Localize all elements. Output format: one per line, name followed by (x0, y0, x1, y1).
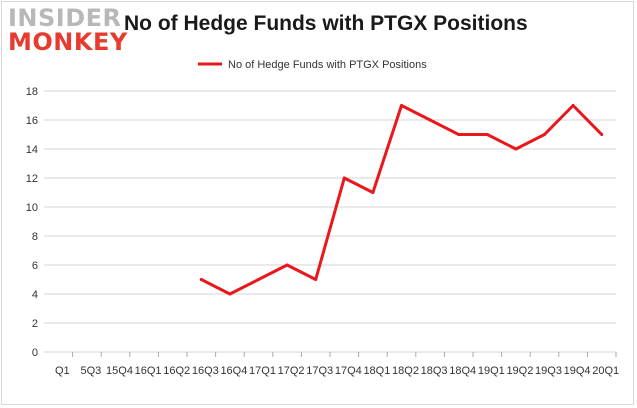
x-tick-label: 18Q1 (363, 365, 390, 377)
chart-title: No of Hedge Funds with PTGX Positions (124, 12, 528, 35)
data-point (228, 292, 232, 296)
y-tick-label: 6 (32, 260, 38, 272)
data-point (600, 133, 604, 136)
data-point (400, 104, 403, 107)
logo-line-2: MONKEY (8, 28, 128, 56)
data-point (543, 133, 546, 136)
data-point (257, 278, 260, 281)
data-point (514, 147, 518, 151)
y-tick-label: 14 (26, 144, 38, 156)
x-tick-label: 18Q4 (449, 365, 476, 377)
data-point (457, 133, 461, 136)
x-tick-label: 16Q4 (220, 365, 247, 377)
legend-label: No of Hedge Funds with PTGX Positions (228, 59, 427, 71)
data-point (485, 133, 489, 136)
data-point (199, 278, 203, 281)
x-tick-label: 19Q2 (506, 365, 533, 377)
x-tick-label: 19Q3 (535, 365, 562, 377)
x-tick-label: 17Q1 (249, 365, 276, 377)
y-tick-label: 18 (26, 86, 38, 98)
x-tick-label: 19Q1 (478, 365, 505, 377)
x-axis-ticks: Q1 5Q3 15Q4 16Q1 16Q2 16Q3 16Q4 17Q1 17Q2 17Q3 17Q… (55, 352, 619, 377)
x-tick-label: 18Q2 (392, 365, 419, 377)
y-tick-label: 12 (26, 173, 38, 185)
x-tick-label: 16Q2 (163, 365, 190, 377)
data-point (285, 263, 289, 267)
x-tick-label: 17Q3 (306, 365, 333, 377)
y-tick-label: 2 (32, 318, 38, 330)
x-tick-label: Q1 (55, 365, 70, 377)
series-line (199, 104, 604, 296)
x-tick-label: 5Q3 (81, 365, 102, 377)
y-tick-label: 10 (26, 202, 38, 214)
logo-line-1: INSIDER (8, 4, 122, 32)
x-tick-label: 18Q3 (421, 365, 448, 377)
data-point (342, 176, 346, 180)
data-point (371, 191, 375, 194)
x-tick-label: 19Q4 (564, 365, 591, 377)
insider-monkey-logo: INSIDER MONKEY (8, 4, 127, 56)
series-lines (199, 104, 604, 296)
y-tick-label: 8 (32, 231, 38, 243)
y-tick-label: 16 (26, 115, 38, 127)
x-tick-label: 20Q1 (592, 365, 619, 377)
x-tick-label: 16Q1 (135, 365, 162, 377)
data-point (314, 278, 318, 281)
x-tick-label: 16Q3 (192, 365, 219, 377)
x-tick-label: 15Q4 (106, 365, 133, 377)
data-point (571, 104, 575, 107)
y-tick-label: 0 (32, 347, 38, 359)
legend: No of Hedge Funds with PTGX Positions (198, 59, 427, 71)
x-tick-label: 17Q4 (335, 365, 362, 377)
y-tick-label: 4 (32, 289, 38, 301)
x-tick-label: 17Q2 (278, 365, 305, 377)
data-point (428, 118, 432, 122)
y-axis-ticks: 0 2 4 6 8 10 12 14 16 18 (26, 86, 38, 359)
grid-lines (44, 90, 616, 353)
